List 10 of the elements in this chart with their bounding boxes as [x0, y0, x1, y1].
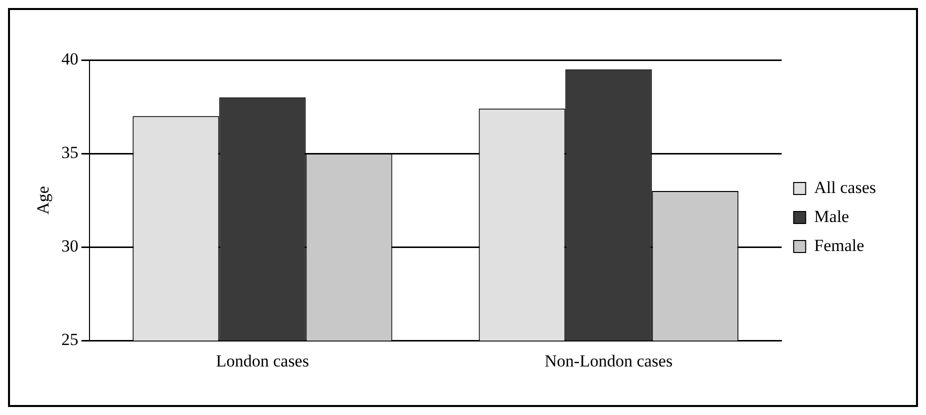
legend-label: Male [814, 206, 850, 226]
legend-label: Female [814, 236, 864, 255]
x-tick-label: London cases [216, 351, 309, 370]
x-tick-label: Non-London cases [544, 351, 673, 370]
y-axis-title: Age [34, 186, 53, 214]
y-tick-label: 30 [61, 236, 78, 256]
y-tick-label: 40 [61, 49, 78, 68]
y-tick-label: 25 [61, 330, 78, 350]
legend-label: All cases [814, 178, 876, 197]
y-tick-label: 35 [61, 143, 78, 162]
